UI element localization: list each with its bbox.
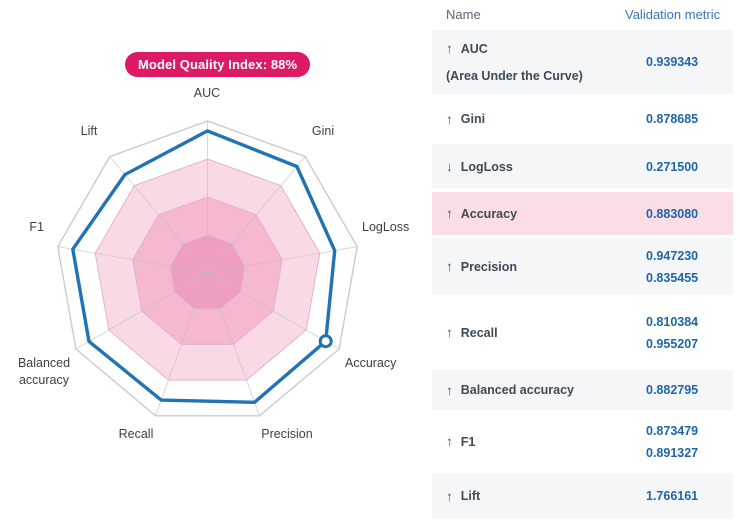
metric-value: 0.873479 bbox=[646, 423, 699, 438]
metric-value: 0.810384 bbox=[646, 314, 699, 329]
metric-value-cell: 0.939343 bbox=[646, 55, 698, 69]
axis-label-balanced-accuracy: Balanced bbox=[18, 356, 70, 370]
axis-label-logloss: LogLoss bbox=[362, 220, 409, 234]
radar-axis-spoke bbox=[75, 272, 208, 350]
metric-row-lift[interactable]: ↑ Lift 1.766161 bbox=[432, 473, 733, 519]
metric-value-cell: 0.878685 bbox=[646, 112, 698, 126]
metric-name: Gini bbox=[460, 112, 486, 126]
metric-value: 0.271500 bbox=[646, 159, 699, 174]
metric-name-cell: ↓ LogLoss bbox=[432, 159, 646, 174]
metric-name-cell: ↑ Accuracy bbox=[432, 206, 646, 221]
metric-value: 0.878685 bbox=[646, 112, 699, 126]
radar-chart: AUC Gini LogLoss Accuracy Precision Recall Bal… bbox=[18, 86, 409, 441]
metric-name: LogLoss bbox=[460, 159, 513, 174]
arrow-down-icon: ↓ bbox=[446, 159, 453, 174]
metric-value: 1.766161 bbox=[646, 489, 699, 503]
arrow-up-icon: ↑ bbox=[446, 259, 453, 274]
metric-row-recall[interactable]: ↑ Recall 0.810384 0.955207 bbox=[432, 298, 733, 367]
metric-row-auc[interactable]: ↑ AUC (Area Under the Curve) 0.939343 bbox=[432, 30, 733, 94]
metric-value-cell: 0.271500 bbox=[646, 160, 698, 174]
axis-label-balanced-accuracy: accuracy bbox=[19, 373, 70, 387]
arrow-up-icon: ↑ bbox=[446, 206, 453, 221]
axis-label-recall: Recall bbox=[119, 427, 154, 441]
radar-axis-spoke bbox=[57, 246, 208, 274]
metric-row-accuracy[interactable]: ↑ Accuracy 0.883080 bbox=[432, 192, 733, 235]
table-body: ↑ AUC (Area Under the Curve) 0.939343 ↑ Gini 0… bbox=[432, 30, 733, 519]
metric-value-cell: 0.883080 bbox=[646, 207, 698, 221]
metric-name: F1 bbox=[460, 434, 476, 449]
axis-label-gini: Gini bbox=[312, 124, 334, 138]
metric-name: Balanced accuracy bbox=[460, 383, 575, 397]
metric-name: Precision bbox=[460, 259, 518, 274]
radar-outer-boundary bbox=[57, 120, 358, 417]
metric-value-cell: 0.873479 0.891327 bbox=[646, 424, 698, 460]
metric-name-cell: ↑ Precision bbox=[432, 259, 646, 274]
metric-value-cell: 1.766161 bbox=[646, 489, 698, 503]
axis-label-precision: Precision bbox=[261, 427, 312, 441]
axis-label-auc: AUC bbox=[194, 86, 220, 100]
arrow-up-icon: ↑ bbox=[446, 434, 453, 449]
metric-trace bbox=[71, 129, 337, 404]
metric-name-cell: ↑ F1 bbox=[432, 434, 646, 449]
arrow-up-icon: ↑ bbox=[446, 41, 453, 56]
metric-name-cell: ↑ Lift bbox=[432, 489, 646, 504]
metric-value-cell: 0.882795 bbox=[646, 383, 698, 397]
radar-axis-spoke bbox=[207, 156, 306, 274]
arrow-up-icon: ↑ bbox=[446, 111, 453, 127]
metric-value-cell: 0.947230 0.835455 bbox=[646, 249, 698, 285]
arrow-up-icon: ↑ bbox=[446, 488, 453, 504]
metric-value: 0.883080 bbox=[646, 206, 699, 221]
metric-value: 0.882795 bbox=[646, 383, 699, 397]
metric-value: 0.891327 bbox=[646, 445, 699, 460]
metric-name: Accuracy bbox=[460, 206, 518, 221]
column-header-validation-metric[interactable]: Validation metric bbox=[625, 7, 721, 22]
arrow-up-icon: ↑ bbox=[446, 325, 453, 340]
metric-row-f1[interactable]: ↑ F1 0.873479 0.891327 bbox=[432, 413, 733, 470]
model-quality-index-badge: Model Quality Index: 88% bbox=[125, 52, 311, 77]
radar-axis-spoke bbox=[109, 156, 208, 274]
metric-value: 0.955207 bbox=[646, 336, 699, 351]
column-header-name: Name bbox=[446, 7, 481, 22]
metric-value-cell: 0.810384 0.955207 bbox=[646, 315, 698, 351]
axis-label-f1: F1 bbox=[29, 220, 44, 234]
metric-value: 0.835455 bbox=[646, 270, 699, 285]
table-header-row: Name Validation metric bbox=[432, 0, 733, 30]
metric-name-cell: ↑ Gini bbox=[432, 112, 646, 127]
accuracy-point-marker[interactable] bbox=[318, 334, 333, 349]
metric-row-precision[interactable]: ↑ Precision 0.947230 0.835455 bbox=[432, 238, 733, 295]
metric-name: AUC bbox=[460, 41, 488, 56]
metric-row-gini[interactable]: ↑ Gini 0.878685 bbox=[432, 97, 733, 141]
arrow-up-icon: ↑ bbox=[446, 382, 453, 398]
radar-axis-spoke bbox=[207, 272, 260, 416]
radar-axis-spoke bbox=[207, 272, 340, 350]
metric-name: Recall bbox=[460, 325, 498, 340]
metric-name: Lift bbox=[460, 489, 481, 503]
radar-axis-spoke bbox=[207, 246, 358, 274]
radar-chart-panel: Model Quality Index: 88% AUC Gini LogLoss A… bbox=[18, 52, 409, 441]
metric-name-cell: ↑ Recall bbox=[432, 325, 646, 340]
radar-axis-spoke bbox=[155, 272, 208, 416]
axis-label-lift: Lift bbox=[81, 124, 98, 138]
metric-name-cell: ↑ Balanced accuracy bbox=[432, 383, 646, 398]
metrics-table: Name Validation metric ↑ AUC (Area Under t… bbox=[432, 0, 740, 525]
axis-label-accuracy: Accuracy bbox=[345, 356, 397, 370]
metric-row-logloss[interactable]: ↓ LogLoss 0.271500 bbox=[432, 144, 733, 189]
metric-value: 0.939343 bbox=[646, 55, 699, 69]
metric-subtitle: (Area Under the Curve) bbox=[446, 69, 583, 83]
metric-value: 0.947230 bbox=[646, 248, 699, 263]
metric-name-cell: ↑ AUC (Area Under the Curve) bbox=[432, 41, 646, 83]
metric-row-balanced-accuracy[interactable]: ↑ Balanced accuracy 0.882795 bbox=[432, 370, 733, 410]
